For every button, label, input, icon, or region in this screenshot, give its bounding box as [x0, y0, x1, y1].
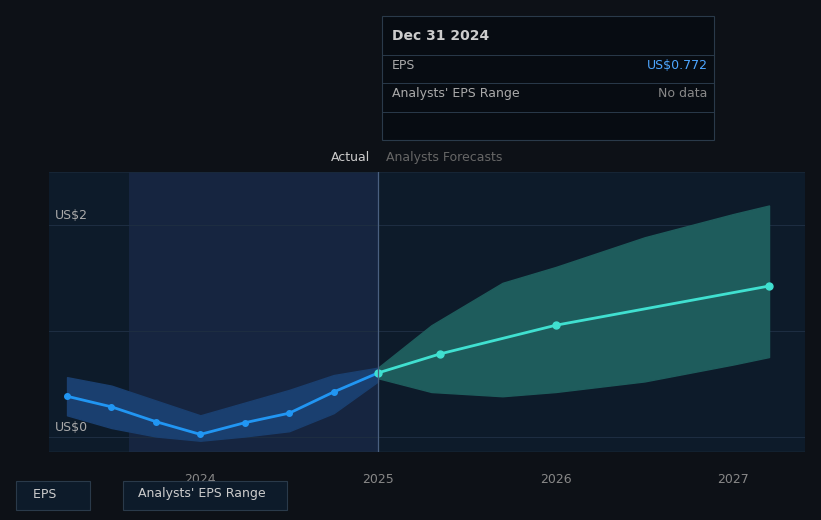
Text: No data: No data: [658, 87, 708, 100]
Text: Actual: Actual: [331, 151, 369, 164]
Text: 2025: 2025: [362, 473, 394, 486]
Text: EPS: EPS: [29, 488, 56, 500]
Text: Analysts' EPS Range: Analysts' EPS Range: [138, 488, 265, 500]
Text: 2026: 2026: [540, 473, 571, 486]
Text: Dec 31 2024: Dec 31 2024: [392, 29, 488, 43]
Text: 2027: 2027: [718, 473, 750, 486]
Text: Analysts Forecasts: Analysts Forecasts: [386, 151, 502, 164]
Bar: [129, 172, 378, 452]
Text: 2024: 2024: [185, 473, 216, 486]
Text: Analysts' EPS Range: Analysts' EPS Range: [392, 87, 519, 100]
Text: US$0.772: US$0.772: [647, 59, 708, 72]
Text: US$2: US$2: [54, 210, 88, 223]
Text: US$0: US$0: [54, 421, 88, 434]
Text: EPS: EPS: [392, 59, 415, 72]
